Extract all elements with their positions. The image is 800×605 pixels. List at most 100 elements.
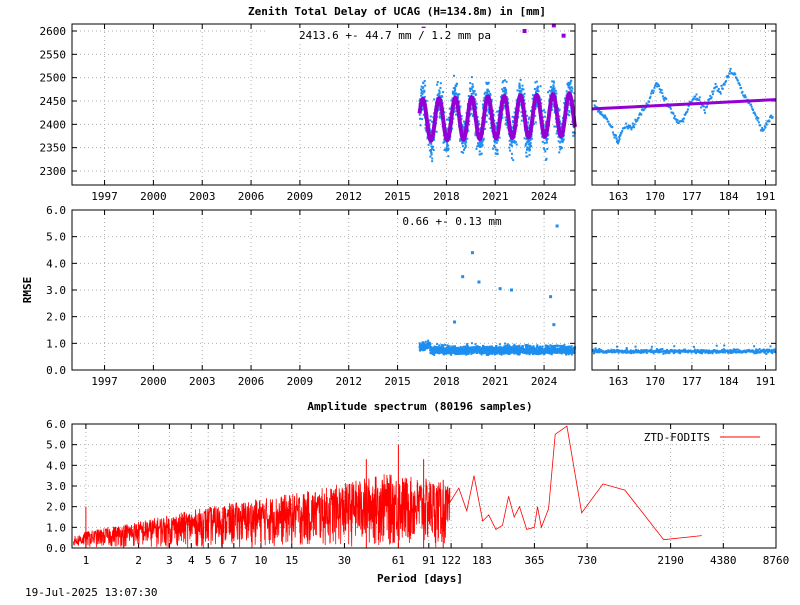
rmse-point [496, 352, 499, 355]
rmse-point [422, 345, 425, 348]
ztd-point [470, 108, 473, 111]
ztd-point [510, 140, 513, 143]
ztd-recent-point [756, 119, 759, 122]
ztd-point [561, 139, 564, 142]
rmse-recent-xtick-label: 170 [645, 375, 665, 388]
ztd-point [527, 118, 530, 121]
ztd-point [451, 127, 454, 130]
rmse-recent-point [760, 350, 763, 353]
ztd-point [572, 134, 575, 137]
ztd-point [448, 107, 451, 110]
ztd-point [562, 134, 565, 137]
rmse-recent-point [753, 345, 756, 348]
ztd-point [543, 148, 546, 151]
rmse-point [465, 353, 468, 356]
ztd-recent-point [641, 108, 644, 111]
ztd-recent-point [598, 109, 601, 112]
ztd-ytick-label: 2550 [40, 48, 67, 61]
rmse-recent-point [700, 352, 703, 355]
ztd-recent-point [759, 124, 762, 127]
ztd-point [452, 92, 455, 95]
rmse-recent-point [659, 348, 662, 351]
rmse-recent-point [634, 350, 637, 353]
ztd-point [568, 114, 571, 117]
spectrum-xtick-label: 7 [231, 554, 238, 567]
ztd-point [573, 126, 576, 129]
spectrum-ytick-label: 2.0 [46, 501, 66, 514]
rmse-point [433, 345, 436, 348]
ztd-point [566, 83, 569, 86]
rmse-outlier [498, 287, 502, 291]
rmse-point [503, 345, 506, 348]
rmse-recent-point [640, 349, 643, 352]
rmse-recent-point [650, 348, 653, 351]
ztd-point [496, 110, 499, 113]
ztd-recent-point [706, 105, 708, 108]
ztd-point [529, 143, 532, 146]
ztd-ytick-label: 2350 [40, 142, 67, 155]
rmse-recent-point [763, 351, 766, 354]
ztd-point [420, 92, 423, 95]
rmse-recent-point [637, 349, 640, 352]
rmse-recent-point [673, 345, 676, 348]
rmse-outlier [549, 295, 553, 299]
ztd-point [469, 87, 472, 90]
rmse-recent-point [629, 349, 632, 352]
ztd-point [493, 144, 496, 147]
ztd-recent-point [676, 118, 679, 121]
spectrum-ytick-label: 6.0 [46, 418, 66, 431]
ztd-point [528, 116, 531, 119]
ztd-point [543, 109, 546, 112]
rmse-recent-point [658, 349, 661, 352]
rmse-point [518, 344, 521, 347]
ztd-point [473, 90, 476, 93]
ztd-point [512, 159, 515, 162]
rmse-point [525, 343, 528, 346]
rmse-recent-point [652, 352, 655, 355]
ztd-point [454, 113, 457, 116]
ztd-point [508, 146, 511, 149]
rmse-recent-point [758, 348, 761, 351]
rmse-point [465, 346, 468, 349]
ztd-point [467, 95, 470, 98]
rmse-recent-point [729, 351, 732, 354]
rmse-ylabel: RMSE [21, 277, 34, 304]
ztd-recent-point [621, 130, 624, 133]
ztd-point [553, 88, 556, 91]
ztd-point [530, 137, 533, 140]
rmse-point [440, 343, 443, 346]
ztd-point [439, 112, 442, 115]
ztd-point [541, 140, 544, 143]
ztd-recent-point [615, 137, 618, 140]
ztd-point [567, 81, 570, 84]
ztd-recent-point [650, 92, 653, 95]
ztd-point [446, 142, 449, 145]
rmse-xtick-label: 2003 [189, 375, 216, 388]
rmse-point [540, 352, 543, 355]
ztd-point [534, 114, 537, 117]
rmse-recent-point [635, 349, 638, 352]
ztd-recent-point [631, 122, 634, 125]
rmse-recent-point [766, 348, 769, 351]
ztd-recent-point [712, 90, 715, 93]
rmse-point [482, 344, 485, 347]
spectrum-xtick-label: 730 [577, 554, 597, 567]
rmse-recent-point [768, 348, 771, 351]
ztd-recent-point [720, 84, 723, 87]
rmse-recent-point [594, 347, 597, 350]
ztd-point [445, 118, 448, 121]
ztd-point [450, 99, 453, 102]
ztd-point [460, 150, 463, 153]
ztd-point [423, 90, 426, 93]
rmse-recent-point [693, 350, 696, 353]
ztd-point [421, 108, 424, 111]
rmse-point [466, 343, 469, 346]
ztd-recent-xtick-label: 191 [756, 190, 776, 203]
ztd-point [522, 88, 525, 91]
rmse-point [516, 348, 519, 351]
rmse-point [438, 344, 441, 347]
ztd-point [530, 145, 533, 148]
rmse-recent-point [716, 349, 719, 352]
ztd-annotation-bg [265, 28, 515, 42]
rmse-recent-point [670, 348, 673, 351]
